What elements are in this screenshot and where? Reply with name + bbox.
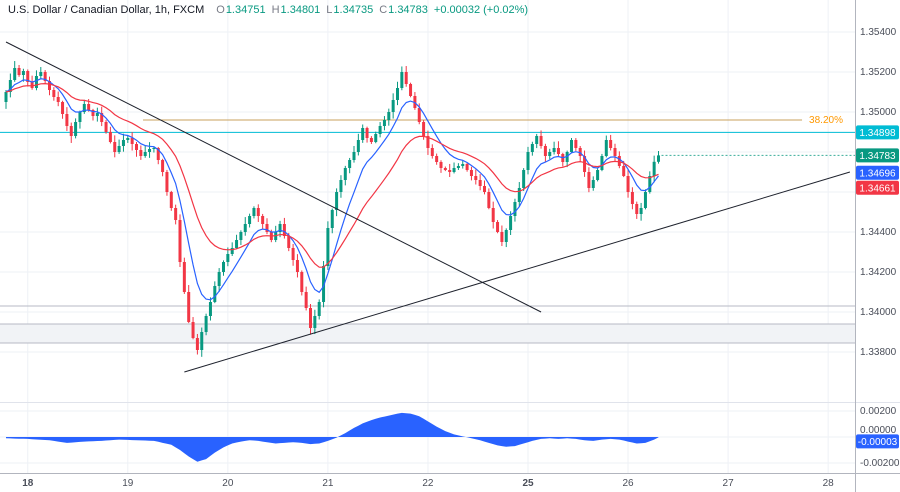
symbol-title[interactable]: U.S. Dollar / Canadian Dollar, 1h, FXCM (8, 4, 205, 16)
svg-text:1.34400: 1.34400 (860, 227, 897, 238)
time-axis[interactable]: 18 19 20 21 22 25 26 27 28 (22, 478, 834, 489)
svg-text:1.34898: 1.34898 (859, 128, 896, 139)
svg-text:27: 27 (723, 478, 735, 489)
svg-text:21: 21 (322, 478, 334, 489)
support-zone[interactable] (0, 305, 855, 344)
symbol-legend[interactable]: U.S. Dollar / Canadian Dollar, 1h, FXCM … (8, 4, 528, 16)
svg-text:-0.00003: -0.00003 (858, 437, 898, 448)
svg-text:26: 26 (622, 478, 634, 489)
indicator-value-badge: -0.00003 (856, 434, 899, 449)
svg-text:1.34783: 1.34783 (859, 151, 896, 162)
close-value: 1.34783 (388, 4, 428, 16)
fib-level-label: 38.20% (809, 115, 843, 126)
svg-text:1.33800: 1.33800 (860, 347, 897, 358)
low-label: L (326, 4, 333, 16)
candles-layer[interactable] (4, 61, 661, 357)
trendline-descending[interactable] (5, 41, 542, 313)
svg-text:0.00000: 0.00000 (860, 425, 897, 436)
open-value: 1.34751 (225, 4, 266, 16)
price-change: +0.00032 (+0.02%) (433, 4, 529, 16)
open-label: O (216, 4, 225, 16)
ohlc-readout: O 1.34751 H 1.34801 L 1.34735 C 1.34783 +0.0… (210, 4, 528, 16)
svg-text:20: 20 (222, 478, 234, 489)
price-axis[interactable]: 1.35400 1.35200 1.35000 1.34400 1.34200 1.340… (856, 27, 900, 469)
fib-retracement-level[interactable]: 38.20% (143, 115, 843, 126)
trendline-ascending[interactable] (184, 171, 851, 373)
indicator-area[interactable] (6, 412, 659, 462)
ma-slow-line[interactable] (5, 82, 659, 268)
price-badge-ma-slow: 1.34661 (856, 180, 899, 195)
price-badge-alert: 1.34898 (856, 125, 899, 140)
close-label: C (379, 4, 388, 16)
svg-text:18: 18 (22, 478, 34, 489)
svg-text:28: 28 (823, 478, 835, 489)
price-badge-ma-fast: 1.34696 (856, 165, 899, 180)
svg-text:1.34200: 1.34200 (860, 267, 897, 278)
price-badge-last: 1.34783 (856, 148, 899, 163)
svg-text:1.35000: 1.35000 (860, 107, 897, 118)
svg-text:22: 22 (422, 478, 434, 489)
svg-text:1.35200: 1.35200 (860, 67, 897, 78)
svg-text:1.34696: 1.34696 (859, 168, 896, 179)
high-label: H (271, 4, 280, 16)
low-value: 1.34735 (333, 4, 374, 16)
svg-text:25: 25 (522, 478, 534, 489)
svg-text:1.35400: 1.35400 (860, 27, 897, 38)
svg-text:1.34661: 1.34661 (859, 183, 896, 194)
high-value: 1.34801 (280, 4, 321, 16)
svg-text:19: 19 (122, 478, 134, 489)
svg-text:0.00200: 0.00200 (860, 406, 897, 417)
svg-text:1.34000: 1.34000 (860, 307, 897, 318)
svg-text:-0.00200: -0.00200 (860, 458, 900, 469)
